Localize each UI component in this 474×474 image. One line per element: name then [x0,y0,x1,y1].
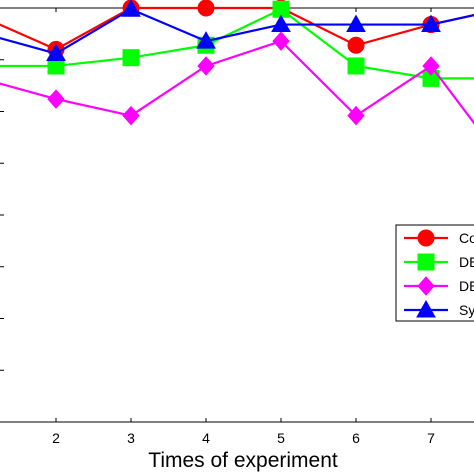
legend-marker-2 [417,276,435,296]
series-line-3 [0,8,474,55]
series-1-point-2 [122,49,140,67]
series-2-point-2 [122,105,140,126]
legend-box [395,224,474,322]
legend-label-3: Sy [459,302,474,318]
series-1-point-5 [347,57,365,75]
series-3-point-1 [46,43,66,62]
series-2-point-1 [47,89,65,109]
series-0-point-3 [197,0,215,17]
series-2-point-6 [422,56,440,76]
series-layer [0,0,474,126]
series-2-point-4 [272,31,290,51]
series-line-1 [0,7,474,80]
legend-marker-1 [417,253,435,271]
x-tick-label-7: 7 [427,430,435,446]
x-tick-label-3: 3 [127,430,135,446]
legend-label-1: DE [459,254,474,270]
legend: Co DE DE Sy [395,224,474,322]
series-line-2 [0,39,474,125]
series-3-point-2 [121,0,141,17]
x-tick-label-4: 4 [202,430,210,446]
legend-label-0: Co [459,230,474,246]
legend-label-2: DE [459,278,474,294]
series-0-point-5 [347,36,365,54]
series-3-point-4 [271,14,291,33]
x-tick-label-2: 2 [52,430,60,446]
series-2-point-5 [347,105,365,126]
series-3-point-3 [196,31,216,49]
series-line-0 [0,6,474,51]
legend-marker-0 [417,229,435,247]
legend-marker-3 [416,299,436,318]
x-tick-label-6: 6 [352,430,360,446]
series-2-point-3 [197,56,215,76]
series-3-point-6 [421,14,441,33]
series-3-point-5 [346,14,366,33]
x-axis-title: Times of experiment [148,449,338,472]
x-tick-label-5: 5 [277,430,285,446]
